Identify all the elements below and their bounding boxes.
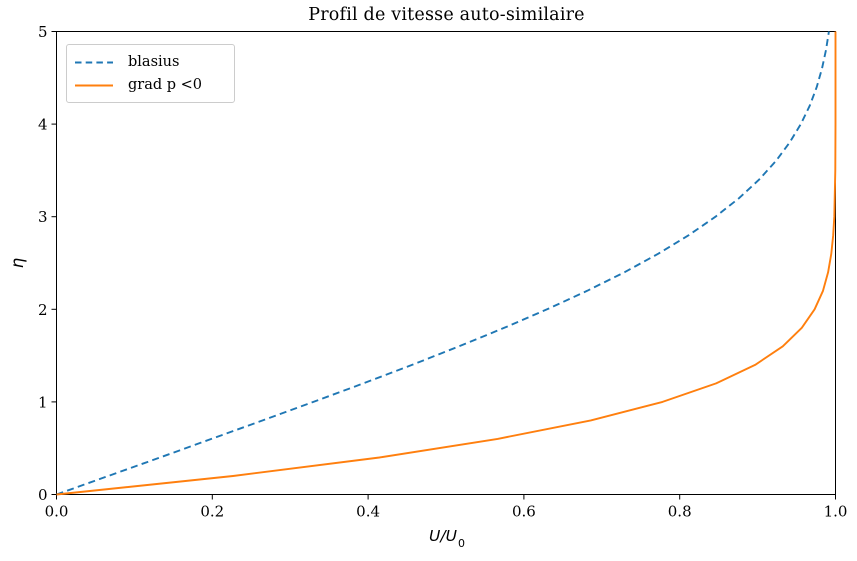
- series-curve-0: [56, 31, 830, 496]
- y-tick-label: 1: [38, 393, 48, 411]
- x-tick-label: 0.6: [512, 503, 536, 521]
- y-tick-label: 0: [38, 486, 48, 504]
- legend-label: grad p <0: [128, 77, 203, 93]
- chart-title: Profil de vitesse auto-similaire: [308, 5, 585, 25]
- series-curve-1: [56, 31, 837, 496]
- legend-item-grad-p: grad p <0: [74, 77, 224, 93]
- x-tick-label: 1.0: [824, 503, 848, 521]
- legend-label: blasius: [128, 54, 180, 70]
- x-axis-label-subscript: 0: [457, 537, 465, 551]
- y-tick-label: 2: [38, 301, 48, 319]
- x-tick-label: 0.2: [200, 503, 224, 521]
- x-axis-label: U/U0: [57, 527, 836, 551]
- y-tick-label: 3: [38, 208, 48, 226]
- y-tick-label: 5: [38, 23, 48, 41]
- x-tick-label: 0.4: [356, 503, 380, 521]
- y-axis-label: η: [7, 257, 27, 269]
- legend-item-blasius: blasius: [74, 54, 224, 70]
- axes-spines: [56, 31, 836, 495]
- legend-line-sample-solid: [75, 84, 113, 86]
- x-tick-label: 0.0: [45, 503, 69, 521]
- y-tick-label: 4: [38, 116, 48, 134]
- legend-line-sample-dashed: [75, 61, 113, 63]
- x-tick-label: 0.8: [668, 503, 692, 521]
- x-axis-label-main: U/U: [429, 527, 457, 545]
- legend: blasius grad p <0: [66, 44, 235, 103]
